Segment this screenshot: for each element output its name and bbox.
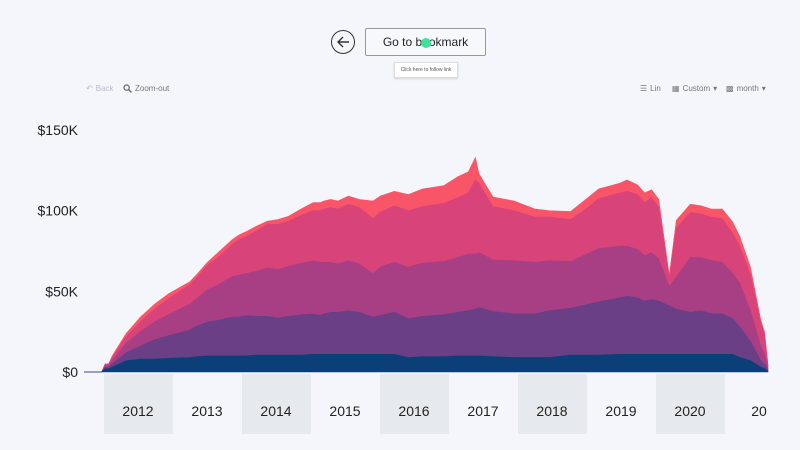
interval-label: month bbox=[736, 84, 759, 93]
arrow-left-icon bbox=[337, 36, 349, 48]
chevron-down-icon: ▾ bbox=[713, 84, 718, 93]
back-arrow-button[interactable] bbox=[331, 30, 355, 54]
back-button[interactable]: ↶ Back bbox=[86, 84, 114, 93]
y-tick-label: $100K bbox=[38, 203, 79, 219]
back-label: Back bbox=[95, 84, 114, 93]
y-tick-label: $0 bbox=[62, 364, 78, 380]
list-icon: ☰ bbox=[640, 84, 648, 93]
zoom-out-button[interactable]: Zoom-out bbox=[123, 84, 169, 93]
x-tick-label: 2018 bbox=[536, 403, 567, 419]
scale-toggle[interactable]: ☰ Lin bbox=[640, 84, 661, 93]
bar-chart-icon: ▩ bbox=[726, 84, 734, 93]
year-band bbox=[104, 374, 173, 434]
link-tooltip: Click here to follow link bbox=[394, 62, 458, 78]
x-tick-label: 2020 bbox=[674, 403, 705, 419]
interval-dropdown[interactable]: ▩ month ▾ bbox=[726, 84, 766, 93]
year-band bbox=[380, 374, 449, 434]
range-label: Custom bbox=[682, 84, 711, 93]
magnifier-icon bbox=[123, 84, 132, 93]
undo-arrow-icon: ↶ bbox=[86, 84, 93, 93]
x-tick-label: 2012 bbox=[122, 403, 153, 419]
x-tick-label: 2019 bbox=[605, 403, 636, 419]
x-tick-label: 2017 bbox=[467, 403, 498, 419]
range-dropdown[interactable]: ▦ Custom ▾ bbox=[672, 84, 717, 93]
area-series-0 bbox=[84, 354, 769, 373]
x-tick-label: 2014 bbox=[260, 403, 291, 419]
y-tick-label: $150K bbox=[38, 122, 79, 138]
year-band bbox=[242, 374, 311, 434]
zoom-out-label: Zoom-out bbox=[135, 84, 170, 93]
cursor-pointer-icon bbox=[421, 38, 431, 48]
x-tick-label: 2016 bbox=[398, 403, 429, 419]
calendar-icon: ▦ bbox=[672, 84, 680, 93]
year-band bbox=[656, 374, 725, 434]
year-band bbox=[518, 374, 587, 434]
x-tick-label: 2015 bbox=[329, 403, 360, 419]
x-tick-label: 2013 bbox=[191, 403, 222, 419]
chevron-down-icon: ▾ bbox=[761, 84, 766, 93]
scale-label: Lin bbox=[650, 84, 661, 93]
x-tick-label: 20 bbox=[751, 403, 767, 419]
y-tick-label: $50K bbox=[45, 283, 78, 299]
